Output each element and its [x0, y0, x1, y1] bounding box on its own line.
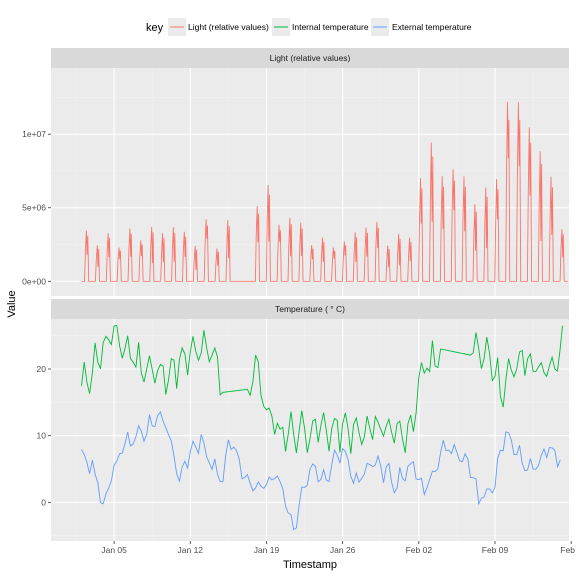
- y-tick-label: 0: [41, 497, 46, 507]
- x-tick-label: Feb 09: [482, 545, 509, 555]
- series-group-light: [81, 101, 568, 282]
- y-axis-light: 0e+00 5e+06 1e+07: [22, 129, 51, 286]
- series-line-light: [81, 101, 568, 282]
- panel-light: Light (relative values) 0e+00 5e+06 1e+07: [22, 48, 569, 296]
- legend-item-external: External temperature: [371, 18, 472, 36]
- x-tick-label: Feb 02: [406, 545, 433, 555]
- legend-title: key: [146, 22, 164, 34]
- strip-light: [51, 48, 569, 68]
- legend: key Light (relative values) Internal tem…: [146, 18, 472, 36]
- x-tick-label: Jan 05: [101, 545, 127, 555]
- x-axis-title: Timestamp: [283, 559, 337, 571]
- x-tick-label: Jan 12: [178, 545, 204, 555]
- plot-area-light: [51, 68, 569, 296]
- plot-area-temperature: [51, 319, 569, 541]
- legend-label-internal: Internal temperature: [292, 22, 369, 32]
- series-group-temperature: [81, 324, 563, 531]
- legend-label-external: External temperature: [392, 22, 472, 32]
- x-tick-label: Feb 1: [560, 545, 576, 555]
- strip-label-light: Light (relative values): [270, 53, 351, 63]
- legend-item-internal: Internal temperature: [272, 18, 369, 36]
- y-tick-label: 10: [37, 431, 47, 441]
- y-tick-label: 20: [37, 364, 47, 374]
- y-axis-temperature: 0 10 20: [37, 364, 51, 507]
- gridlines-temperature: [51, 319, 569, 541]
- legend-item-light: Light (relative values): [168, 18, 269, 36]
- series-line-internal-temperature: [81, 324, 563, 454]
- strip-temperature: [51, 299, 569, 319]
- x-tick-label: Jan 26: [330, 545, 356, 555]
- legend-label-light: Light (relative values): [188, 22, 269, 32]
- panel-temperature: Temperature ( ° C) 0 10 20: [37, 299, 569, 541]
- strip-label-temperature: Temperature ( ° C): [275, 304, 345, 314]
- x-tick-label: Jan 19: [254, 545, 280, 555]
- x-axis: Jan 05 Jan 12 Jan 19 Jan 26 Feb 02 Feb 09 Feb …: [101, 541, 576, 555]
- y-tick-label: 1e+07: [22, 129, 46, 139]
- y-axis-title: Value: [6, 290, 18, 317]
- y-tick-label: 0e+00: [22, 276, 46, 286]
- series-line-external-temperature: [81, 410, 561, 531]
- y-tick-label: 5e+06: [22, 203, 46, 213]
